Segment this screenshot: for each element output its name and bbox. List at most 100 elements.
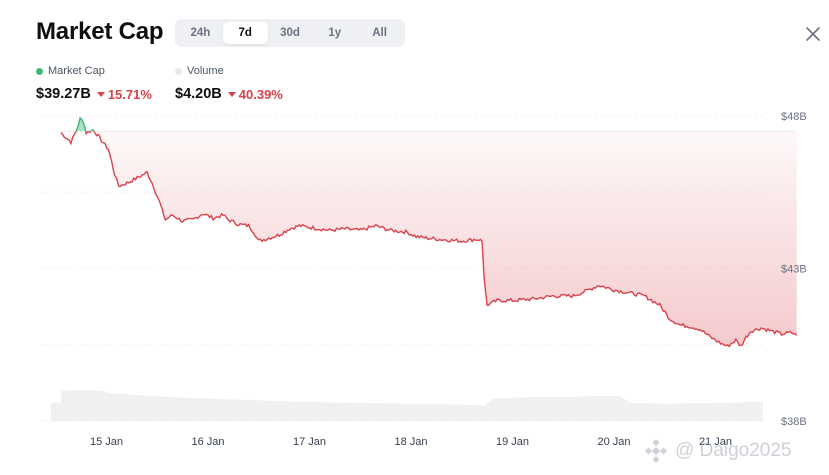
volume-bar <box>305 401 307 421</box>
volume-bar <box>505 398 507 421</box>
volume-bar <box>525 397 527 421</box>
volume-bar <box>533 396 535 421</box>
volume-bar <box>585 396 587 421</box>
volume-bar <box>715 402 717 421</box>
volume-bar <box>481 405 483 421</box>
volume-bar <box>361 402 363 421</box>
volume-bar <box>491 399 493 421</box>
volume-bar <box>405 403 407 421</box>
volume-bar <box>73 390 75 421</box>
volume-bar <box>213 398 215 421</box>
watermark-text: @ Daigo2025 <box>675 440 792 461</box>
volume-bar <box>287 401 289 421</box>
tab-all[interactable]: All <box>372 27 387 39</box>
volume-bar <box>511 397 513 421</box>
volume-bar <box>117 393 119 421</box>
volume-bar <box>55 402 57 421</box>
volume-bar <box>311 402 313 421</box>
volume-bar <box>77 390 79 421</box>
volume-bar <box>671 403 673 421</box>
volume-bar <box>129 394 131 421</box>
volume-bar <box>293 401 295 421</box>
volume-bar <box>325 402 327 421</box>
tab-30d[interactable]: 30d <box>280 27 300 39</box>
volume-bar <box>519 397 521 421</box>
volume-bar <box>139 395 141 421</box>
volume-bar <box>235 399 237 421</box>
close-icon[interactable] <box>803 24 823 44</box>
volume-bar <box>605 396 607 421</box>
volume-bar <box>243 399 245 421</box>
volume-bar <box>123 394 125 421</box>
tab-7d[interactable]: 7d <box>222 22 268 44</box>
tab-24h[interactable]: 24h <box>190 27 211 39</box>
volume-bar <box>567 396 569 421</box>
volume-bar <box>421 403 423 421</box>
volume-bar <box>309 402 311 421</box>
volume-bar <box>189 397 191 421</box>
volume-bar <box>643 403 645 421</box>
volume-bar <box>713 402 715 421</box>
tab-1y[interactable]: 1y <box>328 27 342 39</box>
volume-bar <box>153 396 155 421</box>
volume-bar <box>657 403 659 421</box>
volume-bar <box>313 402 315 421</box>
volume-bar <box>609 396 611 421</box>
volume-bar <box>623 398 625 421</box>
volume-bar <box>205 398 207 421</box>
x-tick-label: 16 Jan <box>191 436 224 448</box>
volume-bar <box>711 402 713 421</box>
volume-bar <box>275 400 277 421</box>
volume-bar <box>757 402 759 421</box>
volume-bar <box>521 397 523 421</box>
volume-bar <box>455 404 457 421</box>
volume-bar <box>705 403 707 421</box>
page-title: Market Cap <box>36 18 164 45</box>
volume-bar <box>125 394 127 421</box>
volume-bar <box>169 396 171 421</box>
volume-bar <box>649 403 651 421</box>
volume-bar <box>751 402 753 421</box>
price-line-down <box>60 131 798 348</box>
volume-bar <box>451 404 453 421</box>
volume-bar <box>407 403 409 421</box>
volume-bar <box>443 404 445 421</box>
volume-bar <box>133 394 135 421</box>
volume-bar <box>315 402 317 421</box>
volume-bar <box>641 403 643 421</box>
volume-bar <box>631 402 633 421</box>
volume-bar <box>419 403 421 421</box>
volume-bar <box>363 402 365 421</box>
volume-bar <box>531 396 533 421</box>
volume-bar <box>355 402 357 421</box>
volume-bar <box>367 403 369 421</box>
market-cap-legend: Market Cap $39.27B 15.71% <box>36 64 152 102</box>
volume-bar <box>257 400 259 421</box>
volume-bar <box>633 403 635 421</box>
volume-bar <box>231 399 233 421</box>
volume-bar <box>157 396 159 421</box>
volume-bar <box>475 405 477 421</box>
volume-bar <box>165 396 167 421</box>
volume-bar <box>255 400 257 421</box>
volume-bar <box>341 402 343 421</box>
x-tick-label: 18 Jan <box>394 436 427 448</box>
volume-bar <box>393 403 395 421</box>
binance-logo-icon <box>644 438 668 464</box>
volume-bar <box>333 402 335 421</box>
volume-bar <box>79 390 81 421</box>
volume-bar <box>717 402 719 421</box>
volume-bar <box>735 402 737 421</box>
volume-bar <box>179 397 181 421</box>
volume-bar <box>459 404 461 421</box>
volume-bar <box>435 404 437 421</box>
volume-bar <box>141 395 143 421</box>
volume-bar <box>499 398 501 421</box>
volume-bar <box>145 395 147 421</box>
volume-bar <box>291 401 293 421</box>
volume-bar <box>485 404 487 421</box>
volume-bar <box>317 402 319 421</box>
volume-bar <box>439 404 441 421</box>
volume-bar <box>295 401 297 421</box>
